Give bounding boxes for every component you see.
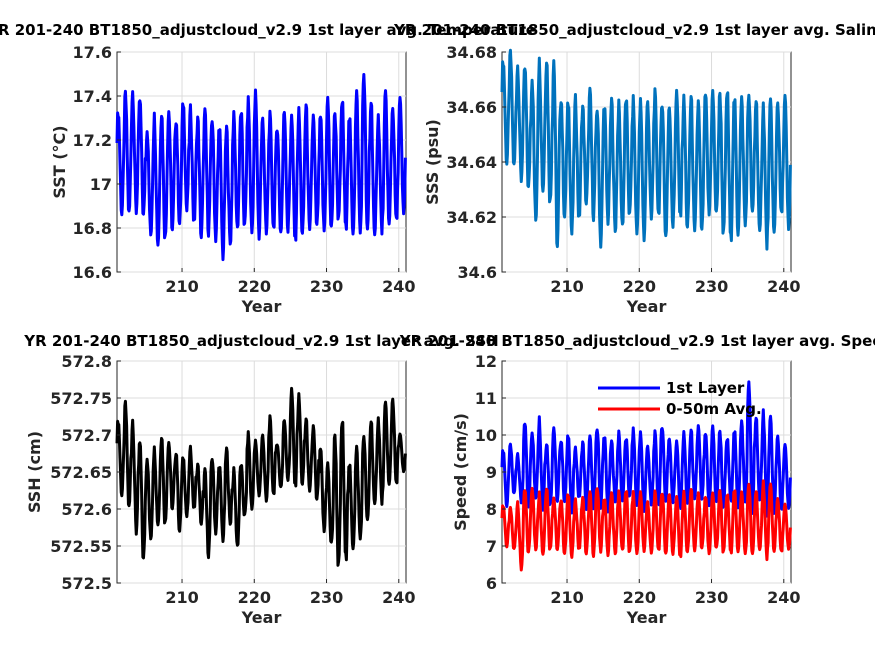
speed-y-tick-label-3: 9	[486, 463, 497, 482]
ssh-panel: 210 220 230 240 572.5 572.55 572.6 572.65 572.7…	[23, 332, 498, 627]
sss-y-tick-label-4: 34.68	[446, 43, 497, 62]
ssh-y-tick-label-3: 572.65	[50, 463, 112, 482]
sst-x-tick-label-1: 220	[238, 277, 271, 296]
sss-series-line-0	[500, 48, 792, 251]
ssh-x-tick-label-2: 230	[310, 588, 343, 607]
sst-x-tick-label-0: 210	[165, 277, 198, 296]
speed-series-line-0	[500, 380, 792, 518]
sss-chart-title: YR 201-240 BT1850_adjustcloud_v2.9 1st l…	[393, 21, 875, 39]
ssh-x-tick-label-3: 240	[382, 588, 415, 607]
sss-y-tick-labels: 34.6 34.62 34.64 34.66 34.68	[446, 43, 506, 282]
sst-y-tick-label-0: 16.6	[73, 263, 112, 282]
legend-label-1st-layer: 1st Layer	[666, 379, 745, 397]
sst-y-tick-label-3: 17.2	[73, 131, 112, 150]
sss-y-axis-label: SSS (psu)	[423, 119, 442, 205]
sss-y-tick-label-3: 34.66	[446, 98, 497, 117]
speed-series	[500, 380, 792, 572]
sst-series-line-0	[115, 73, 407, 262]
ssh-y-tick-label-2: 572.6	[61, 500, 112, 519]
ssh-series-line-0	[115, 386, 407, 567]
speed-x-tick-label-0: 210	[550, 588, 583, 607]
sst-y-tick-labels: 16.6 16.8 17 17.2 17.4 17.6	[73, 43, 121, 282]
sss-panel: 210 220 230 240 34.6 34.62 34.64 34.66 34.68 Ye…	[393, 21, 875, 316]
ssh-y-tick-label-4: 572.7	[61, 426, 112, 445]
speed-y-axis-label: Speed (cm/s)	[451, 413, 470, 531]
speed-x-axis-label: Year	[626, 608, 667, 627]
speed-y-tick-label-6: 12	[475, 352, 497, 371]
ssh-y-tick-label-0: 572.5	[61, 574, 112, 593]
ssh-x-tick-label-0: 210	[165, 588, 198, 607]
sst-y-tick-label-4: 17.4	[73, 87, 112, 106]
speed-y-tick-label-4: 10	[475, 426, 497, 445]
speed-y-tick-label-2: 8	[486, 500, 497, 519]
sss-x-tick-label-3: 240	[767, 277, 800, 296]
ssh-y-tick-label-1: 572.55	[50, 537, 112, 556]
sst-x-tick-label-2: 230	[310, 277, 343, 296]
ssh-series	[115, 386, 407, 567]
ssh-x-axis-label: Year	[241, 608, 282, 627]
sst-x-axis-label: Year	[241, 297, 282, 316]
ssh-chart-title: YR 201-240 BT1850_adjustcloud_v2.9 1st l…	[23, 332, 498, 350]
sss-y-tick-label-2: 34.64	[446, 153, 497, 172]
ssh-x-tick-labels: 210 220 230 240	[165, 579, 415, 607]
sst-x-tick-label-3: 240	[382, 277, 415, 296]
sss-x-tick-labels: 210 220 230 240	[550, 268, 800, 296]
sst-y-tick-label-1: 16.8	[73, 219, 112, 238]
sst-x-tick-labels: 210 220 230 240	[165, 268, 415, 296]
sst-chart-title: YR 201-240 BT1850_adjustcloud_v2.9 1st l…	[0, 21, 536, 39]
sss-x-tick-label-2: 230	[695, 277, 728, 296]
sss-x-tick-label-0: 210	[550, 277, 583, 296]
speed-x-tick-label-3: 240	[767, 588, 800, 607]
sst-series	[115, 73, 407, 262]
ssh-y-tick-labels: 572.5 572.55 572.6 572.65 572.7 572.75 572.8	[50, 352, 121, 593]
ssh-y-tick-label-5: 572.75	[50, 389, 112, 408]
sss-y-tick-label-1: 34.62	[446, 208, 497, 227]
speed-y-tick-label-5: 11	[475, 389, 497, 408]
speed-panel: 210 220 230 240 6 7 8 9 10 11 12 Year Speed (cm/s…	[399, 332, 875, 627]
speed-x-tick-labels: 210 220 230 240	[550, 579, 800, 607]
sss-x-tick-label-1: 220	[623, 277, 656, 296]
sss-y-tick-label-0: 34.6	[458, 263, 497, 282]
sst-panel: 210 220 230 240 16.6 16.8 17 17.2 17.4 17.6 Year…	[0, 21, 536, 316]
ssh-y-axis-label: SSH (cm)	[25, 431, 44, 513]
speed-x-tick-label-1: 220	[623, 588, 656, 607]
speed-x-tick-label-2: 230	[695, 588, 728, 607]
speed-series-line-1	[500, 479, 792, 572]
sst-y-tick-label-5: 17.6	[73, 43, 112, 62]
speed-y-tick-label-0: 6	[486, 574, 497, 593]
speed-chart-title: YR 201-240 BT1850_adjustcloud_v2.9 1st l…	[399, 332, 875, 350]
sss-series	[500, 48, 792, 251]
ssh-x-tick-label-1: 220	[238, 588, 271, 607]
speed-legend: 1st Layer 0-50m Avg.	[598, 379, 762, 418]
sst-y-tick-label-2: 17	[90, 175, 112, 194]
legend-label-0-50m-avg: 0-50m Avg.	[666, 400, 762, 418]
sst-y-axis-label: SST (°C)	[50, 125, 69, 198]
speed-y-tick-label-1: 7	[486, 537, 497, 556]
sss-x-axis-label: Year	[626, 297, 667, 316]
speed-y-tick-labels: 6 7 8 9 10 11 12	[475, 352, 506, 593]
ssh-y-tick-label-6: 572.8	[61, 352, 112, 371]
